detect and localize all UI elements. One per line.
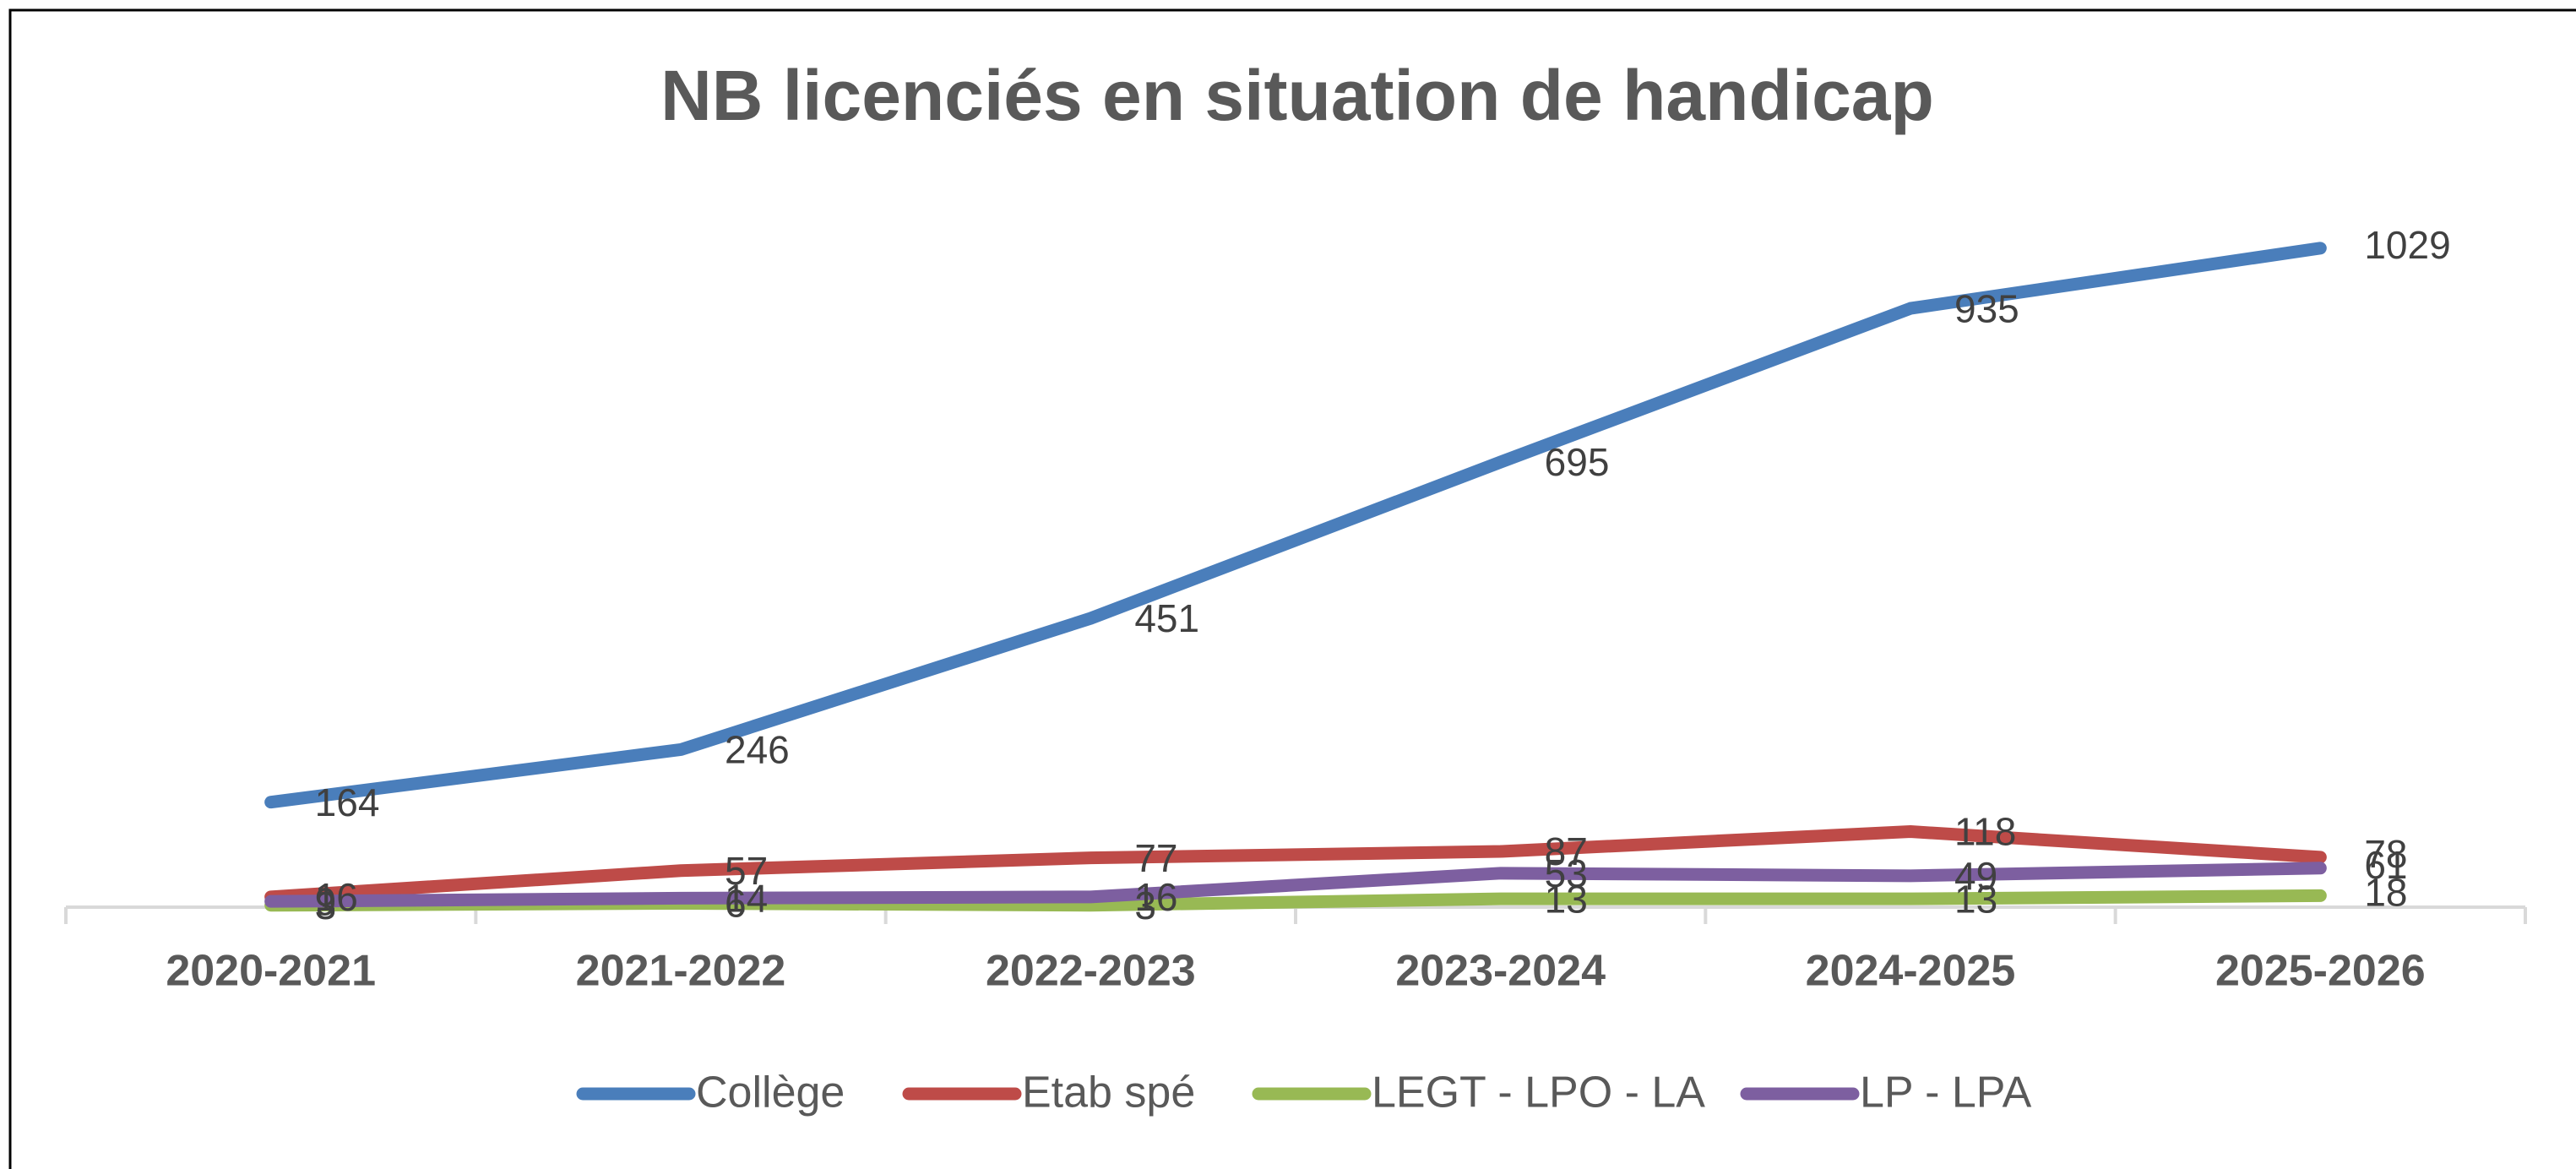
- data-label: 78: [2364, 832, 2407, 876]
- series-line: [264, 242, 2327, 809]
- legend-label: Etab spé: [1022, 1068, 1195, 1117]
- data-label: 246: [725, 728, 790, 772]
- data-label: 57: [725, 849, 768, 893]
- data-label: 9: [315, 879, 337, 923]
- data-label: 13: [1545, 877, 1588, 921]
- data-label: 18: [2364, 871, 2407, 915]
- data-label: 77: [1134, 836, 1177, 880]
- x-tick-label: 2021-2022: [576, 947, 786, 996]
- x-tick-label: 2023-2024: [1395, 947, 1606, 996]
- data-label: 3: [1134, 884, 1156, 927]
- data-label: 16: [1134, 875, 1177, 919]
- legend-label: Collège: [696, 1068, 845, 1117]
- data-label: 118: [1954, 810, 2016, 854]
- chart-title: NB licenciés en situation de handicap: [660, 56, 1934, 135]
- x-tick-label: 2020-2021: [166, 947, 376, 996]
- data-label: 87: [1545, 829, 1588, 873]
- data-label: 53: [1545, 851, 1588, 895]
- data-label: 695: [1545, 440, 1610, 484]
- data-label: 13: [1954, 877, 1997, 921]
- data-label: 1029: [2364, 223, 2450, 267]
- data-label: 6: [725, 882, 747, 926]
- data-label: 14: [725, 877, 768, 921]
- data-label: 451: [1134, 596, 1199, 640]
- legend-label: LEGT - LPO - LA: [1372, 1068, 1705, 1117]
- series-line: [264, 862, 2327, 908]
- data-label: 935: [1954, 286, 2019, 330]
- series-line: [264, 825, 2327, 904]
- x-tick-label: 2024-2025: [1806, 947, 2016, 996]
- data-label: 61: [2364, 843, 2407, 887]
- x-tick-label: 2022-2023: [986, 947, 1196, 996]
- legend-label: LP - LPA: [1860, 1068, 2032, 1117]
- chart-frame: [8, 8, 2576, 1169]
- data-label: 16: [315, 875, 358, 919]
- data-label: 49: [1954, 854, 1997, 898]
- x-tick-label: 2025-2026: [2215, 947, 2426, 996]
- data-label: 3: [315, 884, 337, 927]
- data-label: 164: [315, 780, 380, 824]
